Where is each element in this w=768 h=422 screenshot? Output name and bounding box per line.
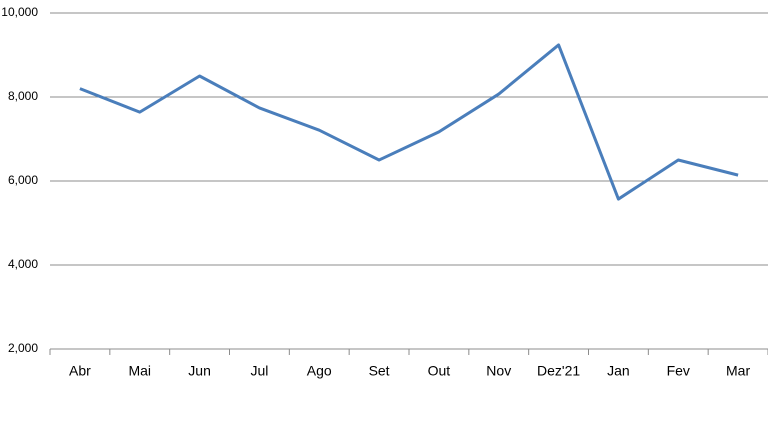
x-tick-label: Out xyxy=(428,363,451,379)
x-tick-label: Jul xyxy=(250,363,268,379)
x-tick-label: Dez'21 xyxy=(537,363,580,379)
x-tick-label: Set xyxy=(369,363,390,379)
x-tick-label: Ago xyxy=(307,363,332,379)
line-series xyxy=(79,43,739,201)
y-tick-label: 4,000 xyxy=(8,257,38,271)
x-tick-label: Abr xyxy=(69,363,91,379)
x-tick-label: Mai xyxy=(128,363,151,379)
x-tick-label: Jan xyxy=(607,363,630,379)
x-tick-label: Mar xyxy=(726,363,750,379)
y-tick-label: 2,000 xyxy=(8,341,38,355)
y-tick-label: 10,000 xyxy=(1,5,38,19)
x-tick-label: Nov xyxy=(486,363,511,379)
x-tick-label: Jun xyxy=(188,363,211,379)
x-tick-label: Fev xyxy=(667,363,690,379)
y-tick-label: 8,000 xyxy=(8,89,38,103)
y-tick-label: 6,000 xyxy=(8,173,38,187)
